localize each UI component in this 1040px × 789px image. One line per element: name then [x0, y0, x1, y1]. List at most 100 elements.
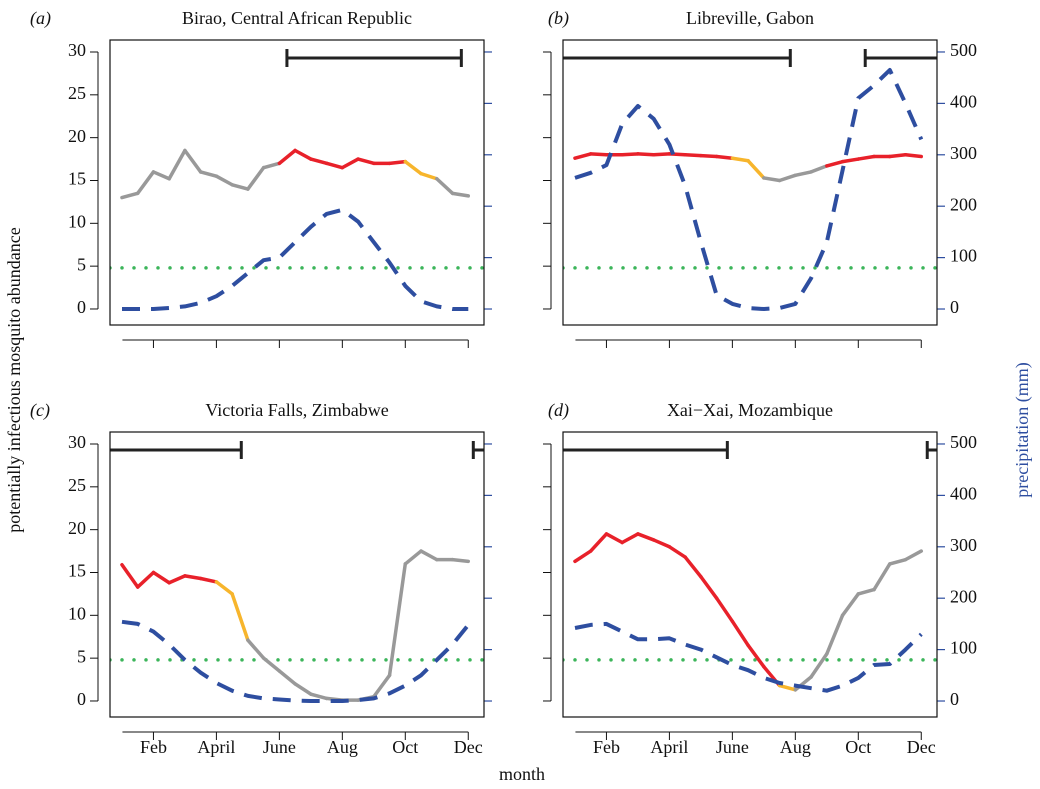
plot-frame [562, 431, 938, 718]
abundance-segment [167, 574, 187, 585]
panel: Victoria Falls, Zimbabwe (c) 0 5 10 15 20 25 30 F… [30, 400, 492, 757]
panel-title: Libreville, Gabon [686, 8, 814, 28]
abundance-segment [683, 153, 703, 158]
precipitation-line [121, 619, 470, 703]
abundance-segment [214, 174, 234, 187]
panel-label: (c) [30, 400, 50, 421]
y-tick-label: 0 [77, 297, 86, 317]
abundance-segment [356, 157, 376, 166]
abundance-segment [762, 176, 782, 183]
y2-tick-label: 400 [950, 92, 977, 112]
abundance-segment [387, 562, 408, 678]
abundance-segment [230, 592, 250, 642]
x-tick-label: Dec [454, 737, 483, 757]
x-tick-label: Feb [593, 737, 620, 757]
abundance-segment [856, 587, 876, 596]
abundance-segment [403, 549, 423, 566]
y-tick-label: 30 [68, 432, 86, 452]
abundance-segment [714, 154, 735, 160]
abundance-segment [840, 592, 861, 618]
panel: Libreville, Gabon (b) 0 100 200 300 400 500 [543, 8, 977, 348]
y-tick-label: 15 [68, 561, 86, 581]
y-tick-label: 25 [68, 83, 86, 103]
y-tick-label: 10 [68, 211, 86, 231]
abundance-segment [872, 562, 892, 592]
y2-tick-label: 200 [950, 194, 977, 214]
abundance-segment [151, 170, 171, 181]
abundance-segment [888, 557, 908, 566]
abundance-segment [620, 152, 640, 157]
abundance-segment [167, 148, 187, 181]
y2-tick-label: 100 [950, 246, 977, 266]
plot-area [563, 49, 937, 311]
y2-tick-label: 300 [950, 143, 977, 163]
plot-area [110, 49, 484, 311]
abundance-segment [214, 580, 234, 596]
abundance-segment [309, 157, 329, 166]
x-tick-label: June [716, 737, 749, 757]
abundance-segment [746, 643, 766, 669]
y-tick-label: 25 [68, 475, 86, 495]
abundance-segment [714, 596, 735, 624]
y2-tick-label: 500 [950, 40, 977, 60]
y-tick-label: 0 [77, 689, 86, 709]
precipitation-line [574, 621, 923, 693]
y2-tick-label: 0 [950, 297, 959, 317]
abundance-segment [120, 191, 140, 200]
abundance-segment [450, 191, 471, 198]
abundance-segment [667, 545, 687, 559]
x-tick-label: Dec [907, 737, 936, 757]
y2-tick-label: 400 [950, 484, 977, 504]
y2-tick-label: 300 [950, 535, 977, 555]
abundance-segment [246, 638, 266, 660]
y-tick-label: 20 [68, 126, 86, 146]
abundance-segment [651, 538, 672, 549]
abundance-segment [636, 532, 656, 542]
y-tick-label: 5 [77, 254, 86, 274]
x-tick-label: Feb [140, 737, 167, 757]
abundance-segment [198, 576, 219, 584]
x-tick-label: June [263, 737, 296, 757]
abundance-segment [230, 183, 250, 191]
abundance-segment [183, 148, 203, 174]
abundance-segment [183, 574, 203, 581]
x-tick-label: Aug [327, 737, 358, 757]
abundance-segment [403, 159, 423, 176]
abundance-segment [198, 170, 219, 178]
x-tick-label: Oct [392, 737, 418, 757]
panel-label: (d) [548, 400, 569, 421]
panel-label: (a) [30, 8, 51, 29]
abundance-segment [340, 157, 360, 170]
abundance-segment [620, 532, 640, 545]
abundance-segment [135, 570, 156, 589]
abundance-segment [809, 164, 829, 174]
abundance-segment [419, 549, 439, 562]
abundance-segment [309, 692, 329, 701]
x-axis-title: month [499, 764, 545, 784]
abundance-segment [903, 153, 924, 159]
y-tick-label: 15 [68, 169, 86, 189]
abundance-segment [793, 170, 813, 178]
abundance-segment [246, 165, 266, 191]
x-tick-label: April [650, 737, 688, 757]
abundance-segment [825, 613, 845, 656]
x-tick-label: Oct [845, 737, 871, 757]
y2-tick-label: 0 [950, 689, 959, 709]
abundance-segment [588, 152, 609, 157]
x-tick-label: Aug [780, 737, 811, 757]
plot-area [563, 441, 937, 693]
abundance-segment [825, 159, 845, 168]
abundance-segment [636, 152, 656, 157]
y2-tick-label: 500 [950, 432, 977, 452]
plot-frame [562, 39, 938, 326]
panel: Birao, Central African Republic (a) 0 5 10 15… [30, 8, 492, 348]
abundance-segment [261, 656, 282, 673]
abundance-segment [435, 177, 455, 196]
panel-title: Victoria Falls, Zimbabwe [205, 400, 388, 420]
abundance-segment [699, 153, 719, 159]
abundance-segment [777, 683, 798, 692]
abundance-segment [387, 159, 408, 166]
abundance-segment [840, 157, 861, 164]
y2-axis-title: precipitation (mm) [1012, 362, 1033, 497]
abundance-segment [324, 161, 345, 170]
